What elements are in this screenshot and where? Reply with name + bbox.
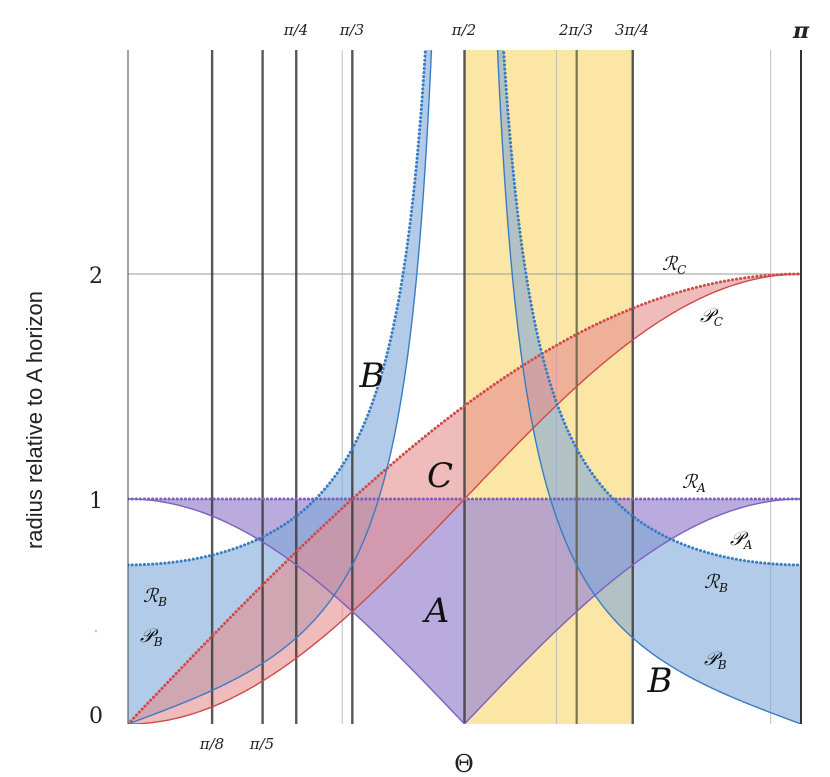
curve-label-ra: ℛA [682, 471, 706, 495]
bottom-tick-label: π/8 [199, 735, 224, 753]
top-tick-label: 3π/4 [615, 21, 649, 39]
y-tick-label: 0 [89, 704, 103, 729]
plot-area [127, 50, 802, 724]
series-curves [128, 50, 801, 724]
curve-pb-left [128, 50, 433, 724]
curve-label-rb-right: ℛB [704, 571, 728, 595]
curve-rc [128, 272, 801, 724]
region-b-fill [497, 50, 801, 724]
bottom-tick-labels: π/8 π/5 [199, 735, 274, 753]
top-tick-label: 2π/3 [558, 21, 593, 39]
y-tick-labels: 0 1 2 [89, 264, 103, 729]
y-tick-label: 1 [89, 489, 103, 514]
top-tick-label: π/3 [339, 21, 364, 39]
curve-pb-right [496, 50, 801, 724]
region-label-b-left: B [359, 356, 385, 396]
curve-label-rc: ℛC [662, 253, 686, 277]
curve-label-pa: 𝒫A [730, 528, 753, 552]
region-label-b-right: B [647, 661, 673, 701]
curve-rb-left [128, 50, 427, 567]
top-tick-label-pi: π [792, 18, 810, 44]
curve-pc [128, 273, 801, 724]
y-axis-label: radius relative to A horizon [22, 291, 47, 549]
bottom-tick-label: π/5 [249, 735, 274, 753]
region-labels: A B B C [359, 356, 673, 701]
curve-labels: ℛC 𝒫C ℛA 𝒫A ℛB 𝒫B ℛB 𝒫B [140, 253, 753, 672]
y-tick-label: 2 [89, 264, 103, 289]
top-tick-label: π/4 [283, 21, 308, 39]
x-axis-label: Θ [454, 750, 474, 777]
curve-rb-right [502, 50, 801, 567]
top-tick-label: π/2 [451, 21, 476, 39]
curve-pa [128, 498, 801, 724]
curve-label-pc: 𝒫C [700, 305, 723, 329]
top-tick-labels: π/4 π/3 π/2 2π/3 3π/4 π [283, 18, 810, 44]
axis-tick-mark: ' [95, 629, 97, 640]
curve-label-rb-left: ℛB [143, 585, 167, 609]
region-label-a: A [422, 591, 450, 631]
region-label-c: C [427, 456, 453, 496]
